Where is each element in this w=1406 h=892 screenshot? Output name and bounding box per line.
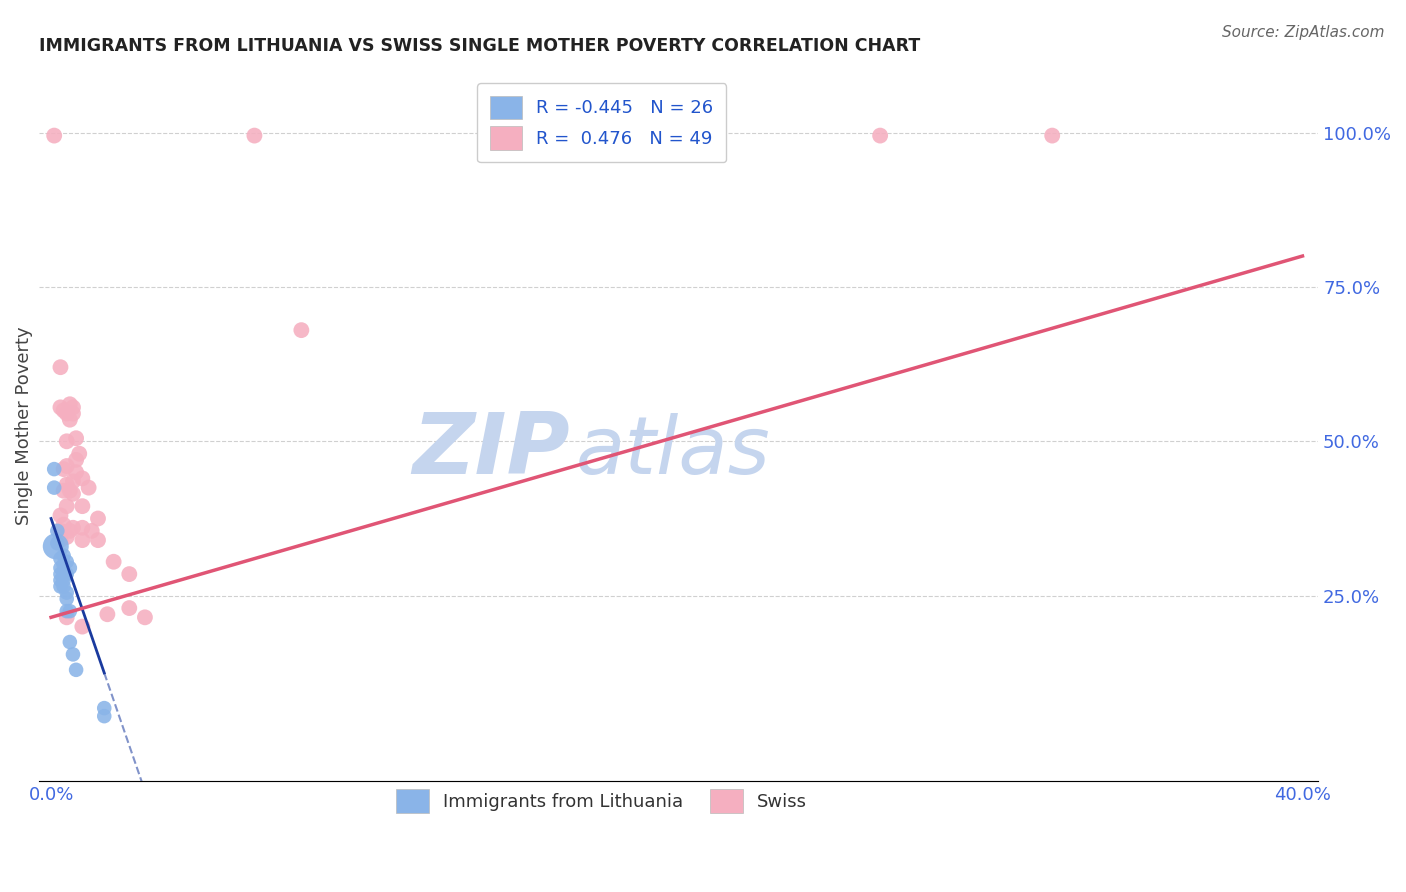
Point (55, 567, 77, 582)
Y-axis label: Single Mother Poverty: Single Mother Poverty (15, 326, 32, 525)
Point (62, 401, 84, 415)
Point (118, 567, 141, 582)
Point (49, 574, 72, 588)
Point (55, 591, 77, 606)
Point (55, 585, 77, 599)
Point (65, 453, 87, 467)
Point (52, 558, 75, 572)
Point (55, 530, 77, 544)
Point (52, 574, 75, 588)
Point (72, 521, 94, 535)
Text: atlas: atlas (576, 413, 770, 491)
Point (49, 551, 72, 566)
Point (87, 533, 110, 548)
Point (572, 128, 595, 143)
Point (49, 508, 72, 523)
Point (290, 323, 312, 337)
Point (87, 511, 110, 525)
Point (62, 487, 84, 501)
Point (72, 499, 94, 513)
Point (52, 403, 75, 417)
Point (59, 413, 82, 427)
Point (65, 465, 87, 479)
Point (103, 555, 125, 569)
Point (96, 607, 118, 622)
Point (1040, 128, 1063, 143)
Point (55, 499, 77, 513)
Point (62, 648, 84, 662)
Point (44, 128, 66, 143)
Text: ZIP: ZIP (412, 409, 569, 492)
Point (49, 524, 72, 538)
Point (46, 536, 69, 550)
Point (55, 555, 77, 569)
Point (59, 524, 82, 538)
Point (55, 434, 77, 449)
Point (59, 483, 82, 498)
Point (52, 483, 75, 498)
Point (49, 561, 72, 575)
Point (49, 567, 72, 582)
Point (62, 475, 84, 489)
Point (44, 462, 66, 476)
Point (44, 481, 66, 495)
Point (62, 521, 84, 535)
Point (72, 619, 94, 633)
Point (55, 610, 77, 624)
Text: Source: ZipAtlas.com: Source: ZipAtlas.com (1222, 25, 1385, 40)
Point (49, 401, 72, 415)
Point (59, 397, 82, 411)
Point (59, 604, 82, 618)
Point (52, 517, 75, 532)
Point (62, 407, 84, 421)
Point (55, 407, 77, 421)
Point (80, 524, 103, 538)
Point (118, 601, 141, 615)
Point (72, 533, 94, 548)
Point (72, 471, 94, 485)
Point (49, 360, 72, 375)
Point (93, 701, 115, 715)
Text: IMMIGRANTS FROM LITHUANIA VS SWISS SINGLE MOTHER POVERTY CORRELATION CHART: IMMIGRANTS FROM LITHUANIA VS SWISS SINGL… (38, 37, 920, 55)
Point (49, 579, 72, 593)
Point (52, 567, 75, 582)
Point (55, 458, 77, 473)
Point (65, 431, 87, 445)
Point (134, 610, 156, 624)
Point (55, 477, 77, 491)
Point (45, 539, 67, 553)
Point (49, 533, 72, 548)
Point (52, 579, 75, 593)
Point (93, 709, 115, 723)
Point (59, 635, 82, 649)
Point (869, 128, 891, 143)
Point (243, 128, 266, 143)
Point (46, 524, 69, 538)
Point (52, 549, 75, 563)
Point (59, 561, 82, 575)
Point (77, 481, 100, 495)
Point (65, 663, 87, 677)
Legend: Immigrants from Lithuania, Swiss: Immigrants from Lithuania, Swiss (384, 777, 820, 825)
Point (52, 462, 75, 476)
Point (67, 447, 90, 461)
Point (55, 604, 77, 618)
